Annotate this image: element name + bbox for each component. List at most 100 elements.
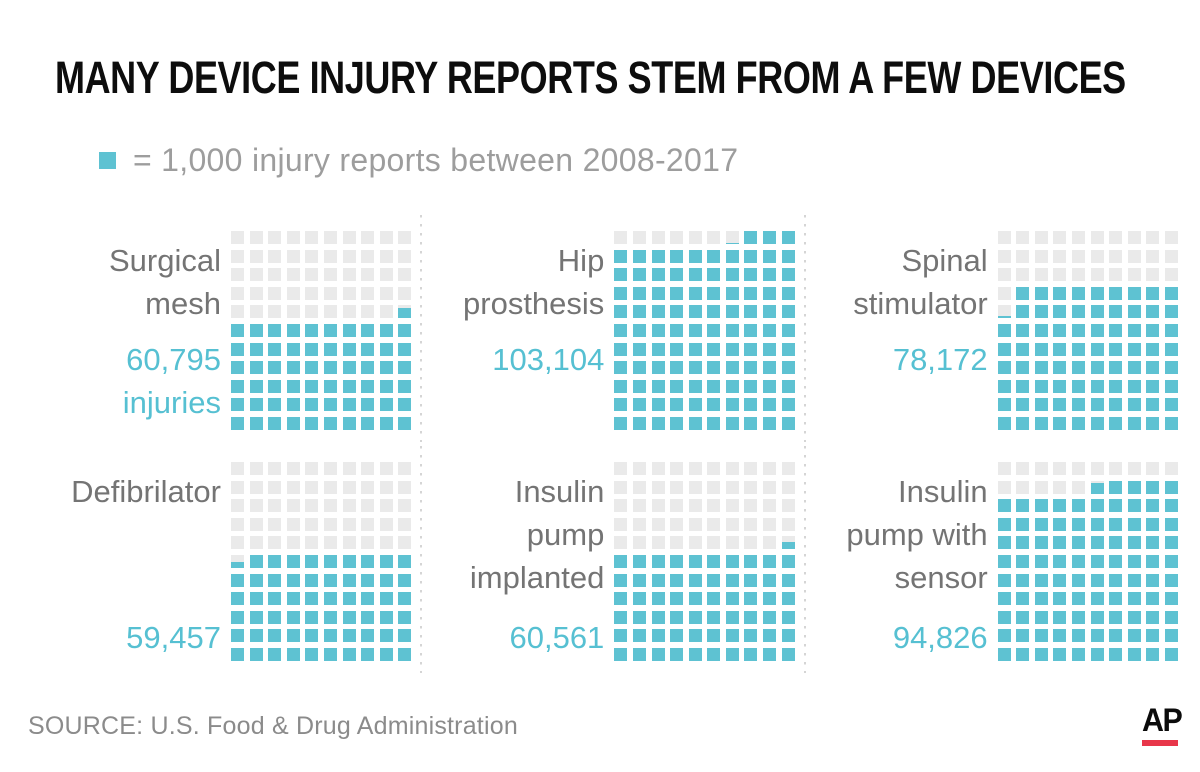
unit-square-filled (997, 536, 1011, 550)
unit-square-empty (725, 499, 739, 513)
unit-square-filled (1165, 554, 1178, 568)
unit-square-filled (1072, 517, 1086, 531)
unit-square-empty (1016, 231, 1030, 244)
unit-square-filled (707, 268, 721, 282)
unit-square-filled (379, 323, 393, 337)
unit-square-empty (286, 268, 300, 282)
unit-square-filled (230, 361, 244, 375)
partial-fill (725, 242, 739, 244)
unit-square-filled (614, 573, 628, 587)
unit-square-filled (286, 647, 300, 661)
unit-square-empty (997, 268, 1011, 282)
unit-square-empty (342, 536, 356, 550)
unit-square-empty (781, 462, 795, 475)
unit-square-filled (1109, 610, 1123, 624)
unit-square-empty (1053, 462, 1067, 475)
unit-square-filled (1165, 379, 1178, 393)
unit-square-filled (230, 342, 244, 356)
unit-square-filled (323, 629, 337, 643)
unit-square-filled (323, 610, 337, 624)
unit-square-empty (398, 286, 412, 300)
unit-square-filled (744, 342, 758, 356)
unit-square-filled (997, 610, 1011, 624)
unit-square-filled (342, 647, 356, 661)
unit-square-empty (361, 286, 375, 300)
unit-square-filled (1127, 398, 1141, 412)
unit-square-filled (1072, 610, 1086, 624)
unit-square-empty (268, 480, 282, 494)
injury-count-line: injuries (122, 385, 221, 420)
unit-square-empty (379, 536, 393, 550)
unit-square-filled (1127, 554, 1141, 568)
unit-square-filled (688, 554, 702, 568)
unit-square-empty (286, 536, 300, 550)
injury-count-line: 60,561 (509, 620, 605, 655)
unit-square-filled (1072, 536, 1086, 550)
unit-square-filled (1090, 573, 1104, 587)
unit-square-empty (268, 286, 282, 300)
unit-square-filled (614, 305, 628, 319)
unit-square-filled (670, 286, 684, 300)
unit-square-filled (361, 323, 375, 337)
unit-square-filled (1127, 573, 1141, 587)
unit-square-filled (997, 342, 1011, 356)
unit-square-filled (997, 323, 1011, 337)
unit-square-filled (249, 342, 263, 356)
unit-square-filled (651, 305, 665, 319)
unit-square-filled (744, 268, 758, 282)
legend-label: = 1,000 injury reports between 2008-2017 (133, 142, 739, 178)
waffle-chart: Insulin pump implanted 60,561 (420, 446, 804, 673)
unit-square-empty (670, 517, 684, 531)
unit-square-empty (268, 536, 282, 550)
unit-square-filled (305, 323, 319, 337)
unit-square-empty (230, 499, 244, 513)
unit-square-empty (361, 536, 375, 550)
unit-square-filled (1090, 342, 1104, 356)
unit-square-filled (997, 554, 1011, 568)
unit-square-empty (707, 480, 721, 494)
unit-square-filled (1034, 610, 1048, 624)
unit-square-filled (249, 610, 263, 624)
unit-square-filled (1053, 499, 1067, 513)
unit-square-filled (1109, 536, 1123, 550)
unit-square-empty (725, 480, 739, 494)
unit-square-empty (688, 480, 702, 494)
unit-square-filled (1034, 398, 1048, 412)
unit-square-empty (1034, 249, 1048, 263)
unit-square-filled (1165, 342, 1178, 356)
legend: = 1,000 injury reports between 2008-2017 (99, 142, 738, 179)
unit-square-filled (1127, 629, 1141, 643)
unit-square-filled (1016, 305, 1030, 319)
unit-square-empty (323, 536, 337, 550)
unit-square-empty (651, 231, 665, 244)
injury-count-line: 60,795 (126, 342, 221, 377)
unit-square-empty (781, 499, 795, 513)
unit-square-empty (632, 480, 646, 494)
unit-square-filled (725, 610, 739, 624)
unit-square-filled (379, 647, 393, 661)
unit-square-empty (688, 499, 702, 513)
unit-square-empty (725, 536, 739, 550)
unit-square-filled (268, 323, 282, 337)
unit-square-empty (305, 268, 319, 282)
unit-square-filled (305, 342, 319, 356)
unit-square-filled (725, 592, 739, 606)
unit-square-filled (323, 573, 337, 587)
unit-square-filled (744, 416, 758, 430)
unit-square-filled (398, 610, 412, 624)
unit-square-empty (398, 231, 412, 244)
unit-square-filled (1016, 379, 1030, 393)
unit-square-empty (286, 231, 300, 244)
unit-square-filled (249, 629, 263, 643)
unit-square-filled (268, 647, 282, 661)
unit-square-filled (342, 342, 356, 356)
unit-square-filled (286, 629, 300, 643)
unit-square-filled (1146, 305, 1160, 319)
unit-square-filled (1072, 361, 1086, 375)
unit-square-empty (614, 517, 628, 531)
unit-square-filled (707, 323, 721, 337)
unit-square-empty (249, 231, 263, 244)
unit-square-empty (763, 536, 777, 550)
waffle-chart: Surgical mesh 60,795 injuries (38, 231, 421, 430)
unit-square-empty (1090, 249, 1104, 263)
